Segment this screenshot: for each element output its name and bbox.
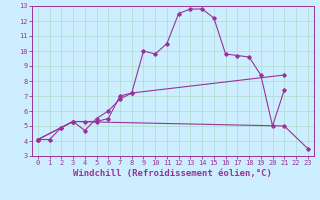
X-axis label: Windchill (Refroidissement éolien,°C): Windchill (Refroidissement éolien,°C) <box>73 169 272 178</box>
